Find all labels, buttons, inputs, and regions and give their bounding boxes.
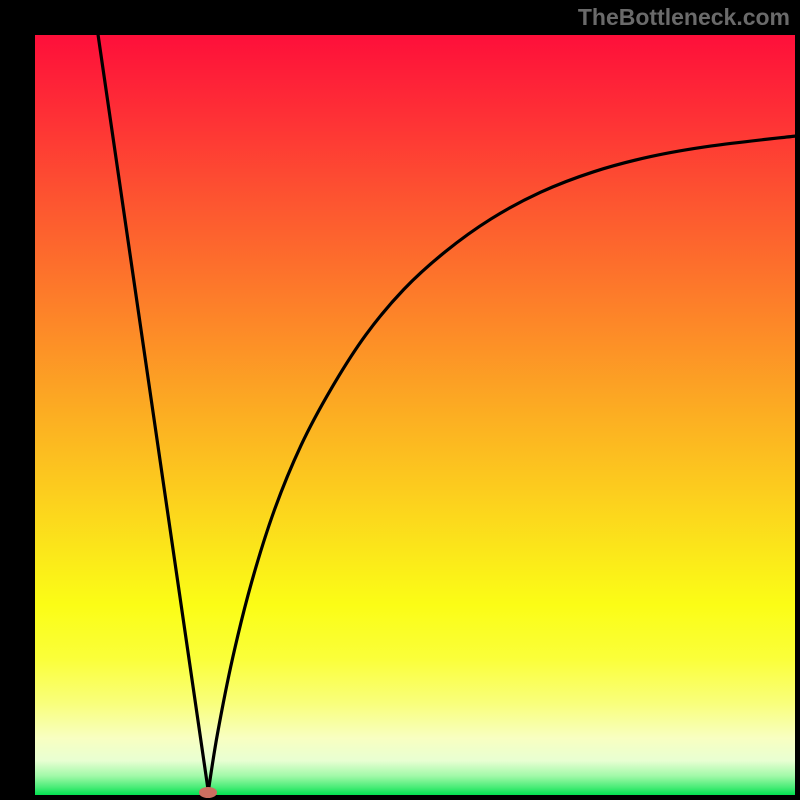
bottleneck-curve xyxy=(35,35,795,795)
plot-area xyxy=(35,35,795,795)
optimal-point-marker xyxy=(199,787,217,798)
chart-container: TheBottleneck.com xyxy=(0,0,800,800)
watermark-text: TheBottleneck.com xyxy=(578,4,790,31)
curve-right-branch xyxy=(208,136,795,791)
curve-left-branch xyxy=(98,35,208,791)
